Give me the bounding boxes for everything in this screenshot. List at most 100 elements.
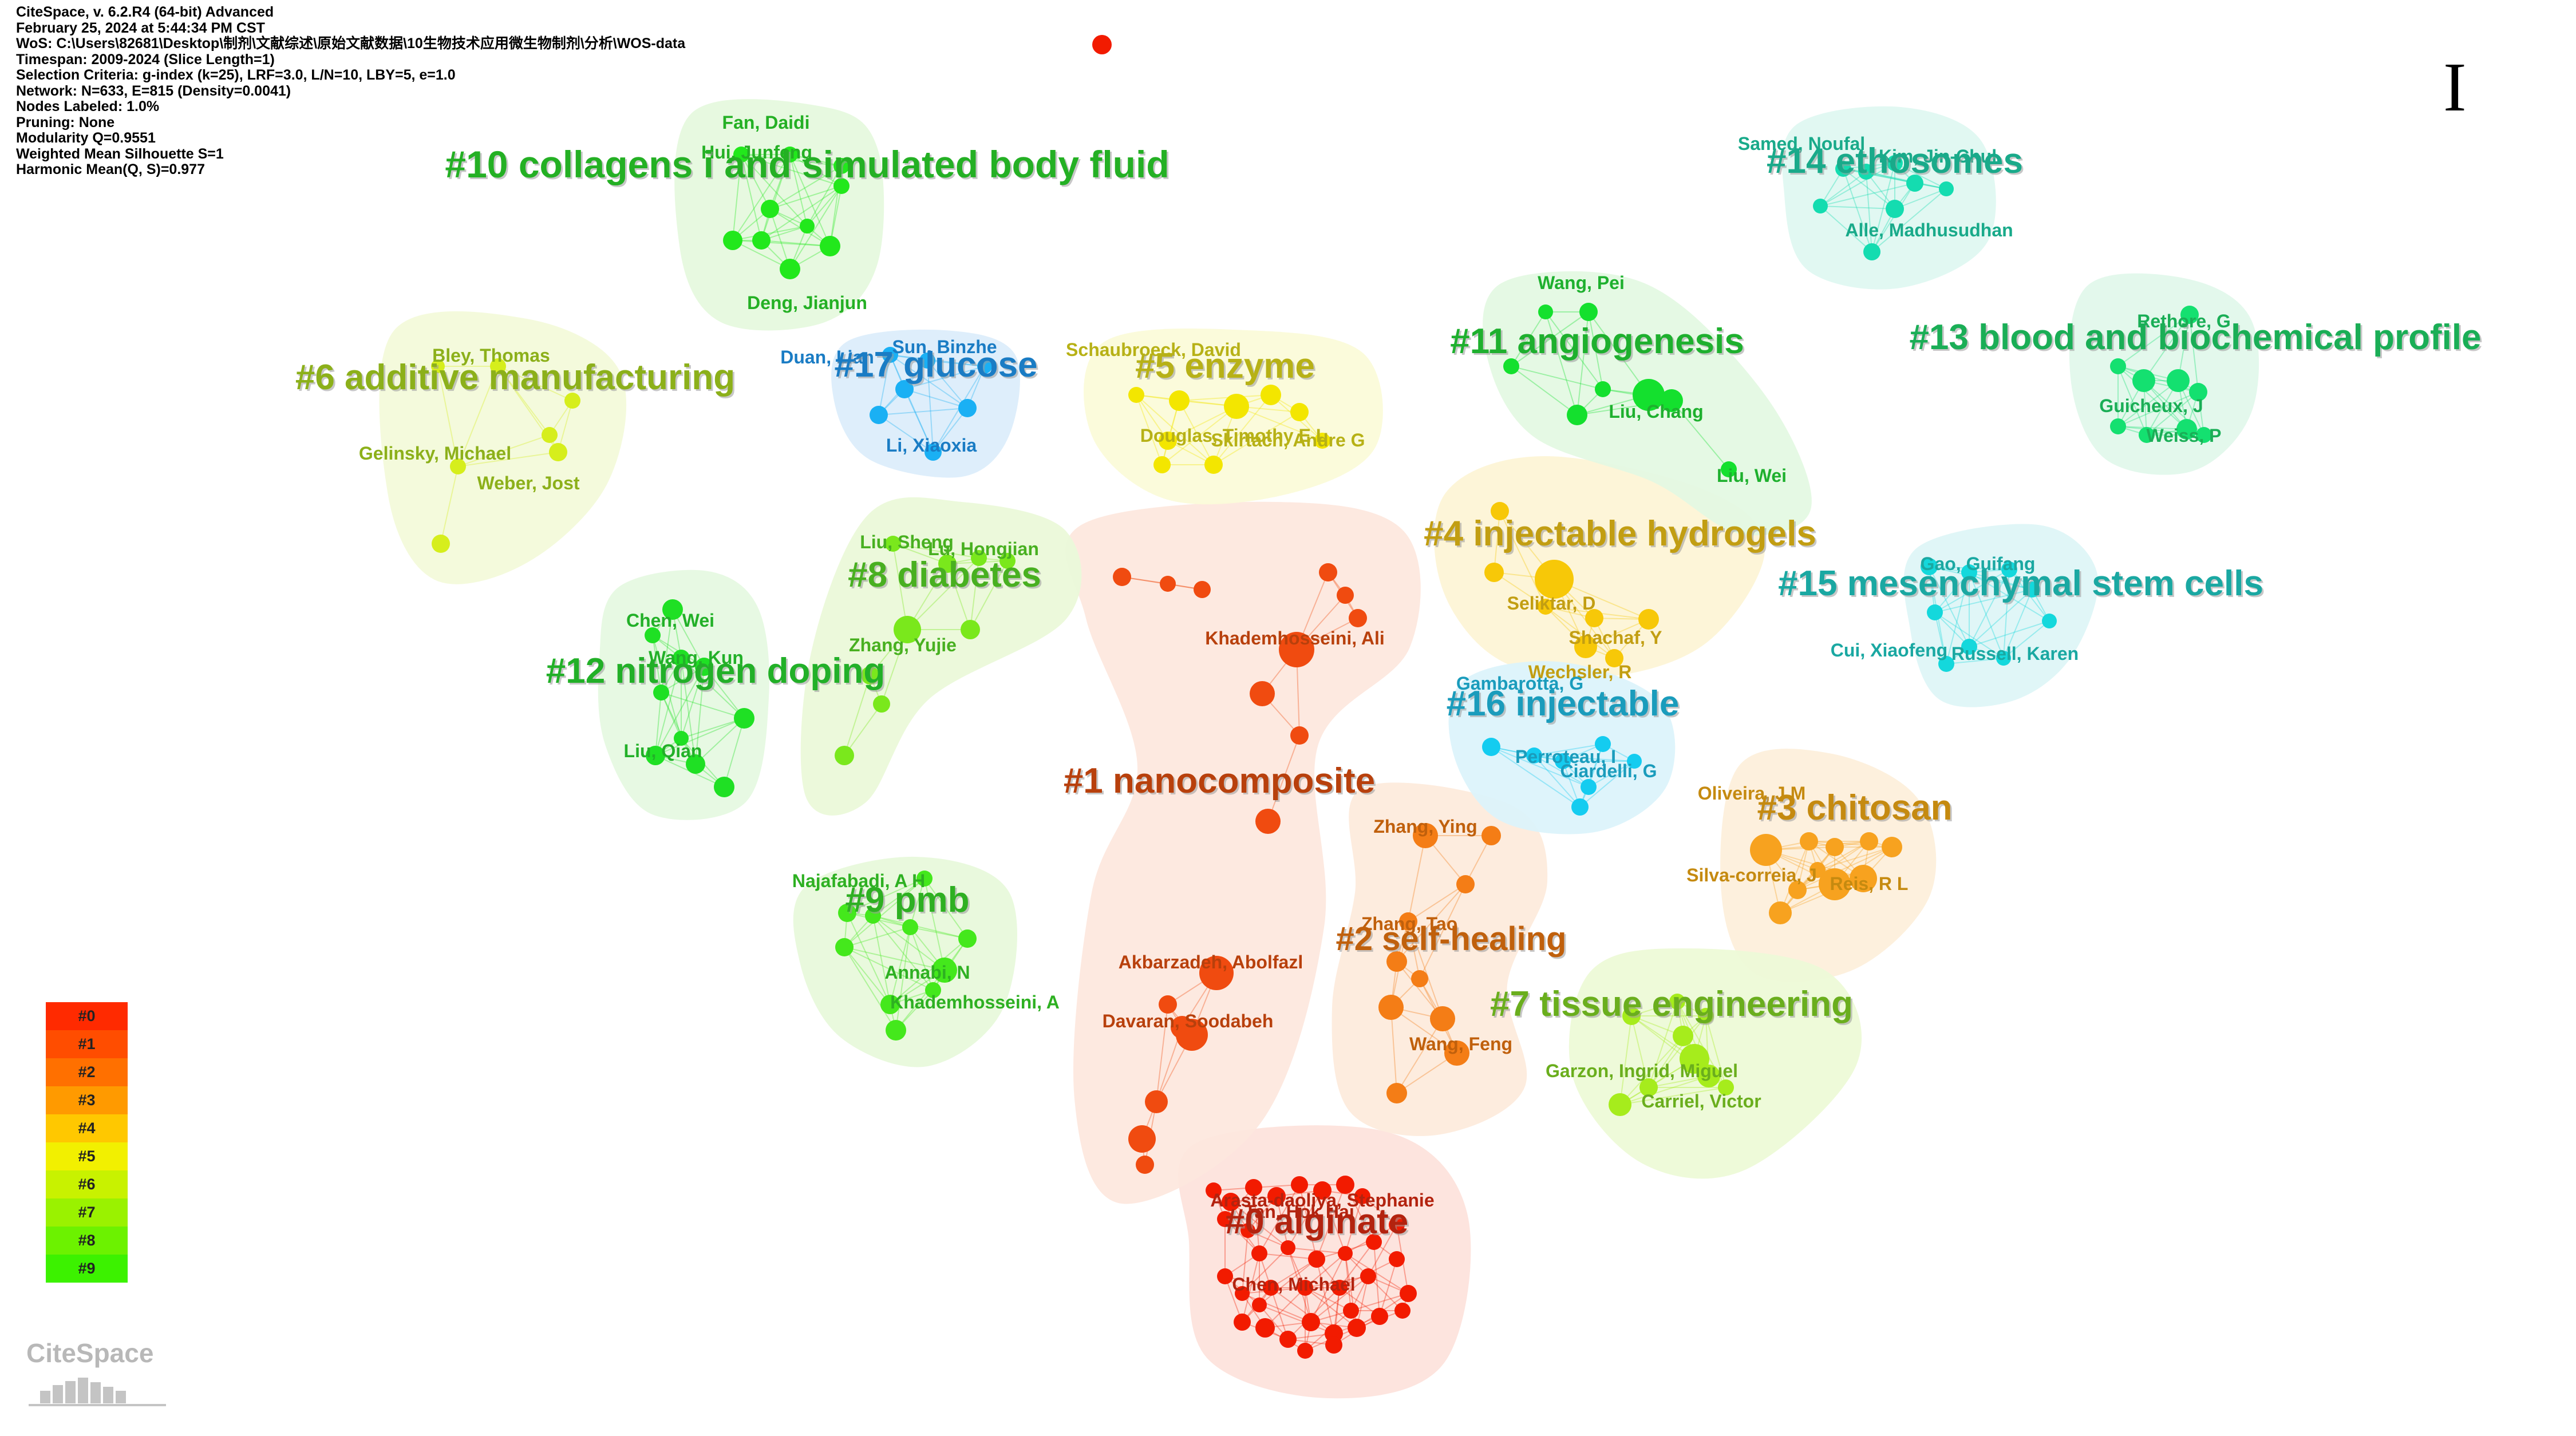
author-node[interactable]	[1332, 1280, 1348, 1296]
author-node[interactable]	[1863, 243, 1880, 260]
author-node[interactable]	[1906, 175, 1923, 192]
author-node[interactable]	[1813, 199, 1828, 213]
author-node[interactable]	[686, 754, 705, 774]
author-node[interactable]	[1224, 394, 1249, 419]
author-node[interactable]	[450, 458, 466, 474]
author-node[interactable]	[1769, 901, 1792, 924]
author-node[interactable]	[714, 777, 734, 797]
author-node[interactable]	[1721, 461, 1737, 477]
author-node[interactable]	[800, 219, 815, 234]
author-node[interactable]	[1176, 1019, 1208, 1051]
author-node[interactable]	[1809, 862, 1826, 878]
author-node[interactable]	[1585, 609, 1603, 627]
author-node[interactable]	[1394, 1303, 1411, 1319]
author-node[interactable]	[1252, 1297, 1267, 1312]
author-node[interactable]	[1279, 632, 1314, 667]
author-node[interactable]	[1371, 1308, 1388, 1325]
author-node[interactable]	[1697, 1065, 1720, 1087]
author-node[interactable]	[2139, 427, 2155, 443]
author-node[interactable]	[1627, 754, 1642, 769]
author-node[interactable]	[1996, 651, 2011, 666]
author-node[interactable]	[1222, 1193, 1240, 1211]
author-node[interactable]	[1354, 1188, 1370, 1204]
author-node[interactable]	[873, 695, 890, 713]
author-node[interactable]	[1251, 1245, 1267, 1261]
author-node[interactable]	[1660, 389, 1683, 412]
author-node[interactable]	[2110, 358, 2126, 374]
author-node[interactable]	[1526, 747, 1542, 764]
author-node[interactable]	[662, 599, 683, 620]
author-node[interactable]	[880, 995, 900, 1014]
author-node[interactable]	[1113, 568, 1131, 586]
author-node[interactable]	[1581, 779, 1597, 795]
author-node[interactable]	[925, 982, 941, 998]
author-node[interactable]	[1718, 1079, 1734, 1095]
author-node[interactable]	[1263, 1280, 1279, 1296]
author-node[interactable]	[549, 443, 567, 461]
author-node[interactable]	[1297, 1343, 1313, 1359]
author-node[interactable]	[1927, 604, 1943, 620]
author-node[interactable]	[1609, 1093, 1631, 1116]
author-node[interactable]	[1336, 1176, 1354, 1194]
author-node[interactable]	[1413, 823, 1438, 848]
author-node[interactable]	[1366, 1234, 1382, 1250]
author-node[interactable]	[1680, 1044, 1709, 1074]
author-node[interactable]	[938, 555, 957, 573]
author-node[interactable]	[1255, 1318, 1275, 1338]
author-node[interactable]	[958, 399, 977, 417]
author-node[interactable]	[902, 919, 918, 935]
author-node[interactable]	[1159, 995, 1177, 1014]
author-node[interactable]	[971, 550, 987, 566]
author-node[interactable]	[1290, 403, 1309, 421]
author-node[interactable]	[1136, 1156, 1154, 1174]
author-node[interactable]	[2024, 581, 2040, 598]
author-node[interactable]	[1199, 956, 1234, 990]
author-node[interactable]	[1579, 303, 1598, 321]
author-node[interactable]	[1206, 1182, 1222, 1198]
author-node[interactable]	[833, 158, 850, 174]
author-node[interactable]	[1145, 1090, 1168, 1113]
author-node[interactable]	[653, 685, 669, 701]
author-node[interactable]	[1204, 456, 1223, 474]
author-node[interactable]	[1291, 1176, 1308, 1193]
author-node[interactable]	[1850, 865, 1877, 892]
author-node[interactable]	[1389, 1217, 1405, 1233]
author-node[interactable]	[1267, 1187, 1286, 1205]
author-node[interactable]	[1491, 502, 1509, 520]
author-node[interactable]	[1887, 155, 1903, 171]
author-node[interactable]	[932, 958, 957, 983]
author-node[interactable]	[1595, 736, 1611, 752]
author-node[interactable]	[782, 147, 798, 163]
author-node[interactable]	[1938, 656, 1954, 672]
author-node[interactable]	[1160, 576, 1176, 592]
author-node[interactable]	[1882, 837, 1902, 857]
author-node[interactable]	[1240, 1223, 1255, 1238]
author-node[interactable]	[958, 929, 977, 948]
author-node[interactable]	[1639, 1078, 1658, 1097]
author-node[interactable]	[695, 658, 713, 676]
author-node[interactable]	[1430, 1006, 1455, 1031]
author-node[interactable]	[1860, 832, 1878, 850]
author-node[interactable]	[1297, 1280, 1313, 1296]
author-node[interactable]	[734, 708, 754, 729]
author-node[interactable]	[2042, 614, 2057, 628]
author-node[interactable]	[1800, 832, 1818, 850]
author-node[interactable]	[1128, 1125, 1156, 1153]
author-node[interactable]	[1571, 798, 1589, 816]
author-node[interactable]	[1482, 738, 1500, 756]
author-node[interactable]	[1961, 639, 1977, 655]
author-node[interactable]	[1378, 995, 1404, 1020]
author-node[interactable]	[1235, 1286, 1250, 1301]
author-node[interactable]	[894, 616, 921, 643]
author-node[interactable]	[1159, 432, 1177, 450]
author-node[interactable]	[1217, 1268, 1233, 1284]
author-node[interactable]	[1444, 1041, 1469, 1066]
author-node[interactable]	[999, 553, 1016, 569]
author-node[interactable]	[761, 200, 779, 218]
author-node[interactable]	[916, 871, 933, 887]
author-node[interactable]	[1638, 609, 1659, 630]
author-node[interactable]	[1456, 875, 1475, 893]
author-node[interactable]	[1411, 970, 1428, 987]
author-node[interactable]	[2189, 383, 2207, 401]
author-node[interactable]	[1698, 1008, 1714, 1024]
